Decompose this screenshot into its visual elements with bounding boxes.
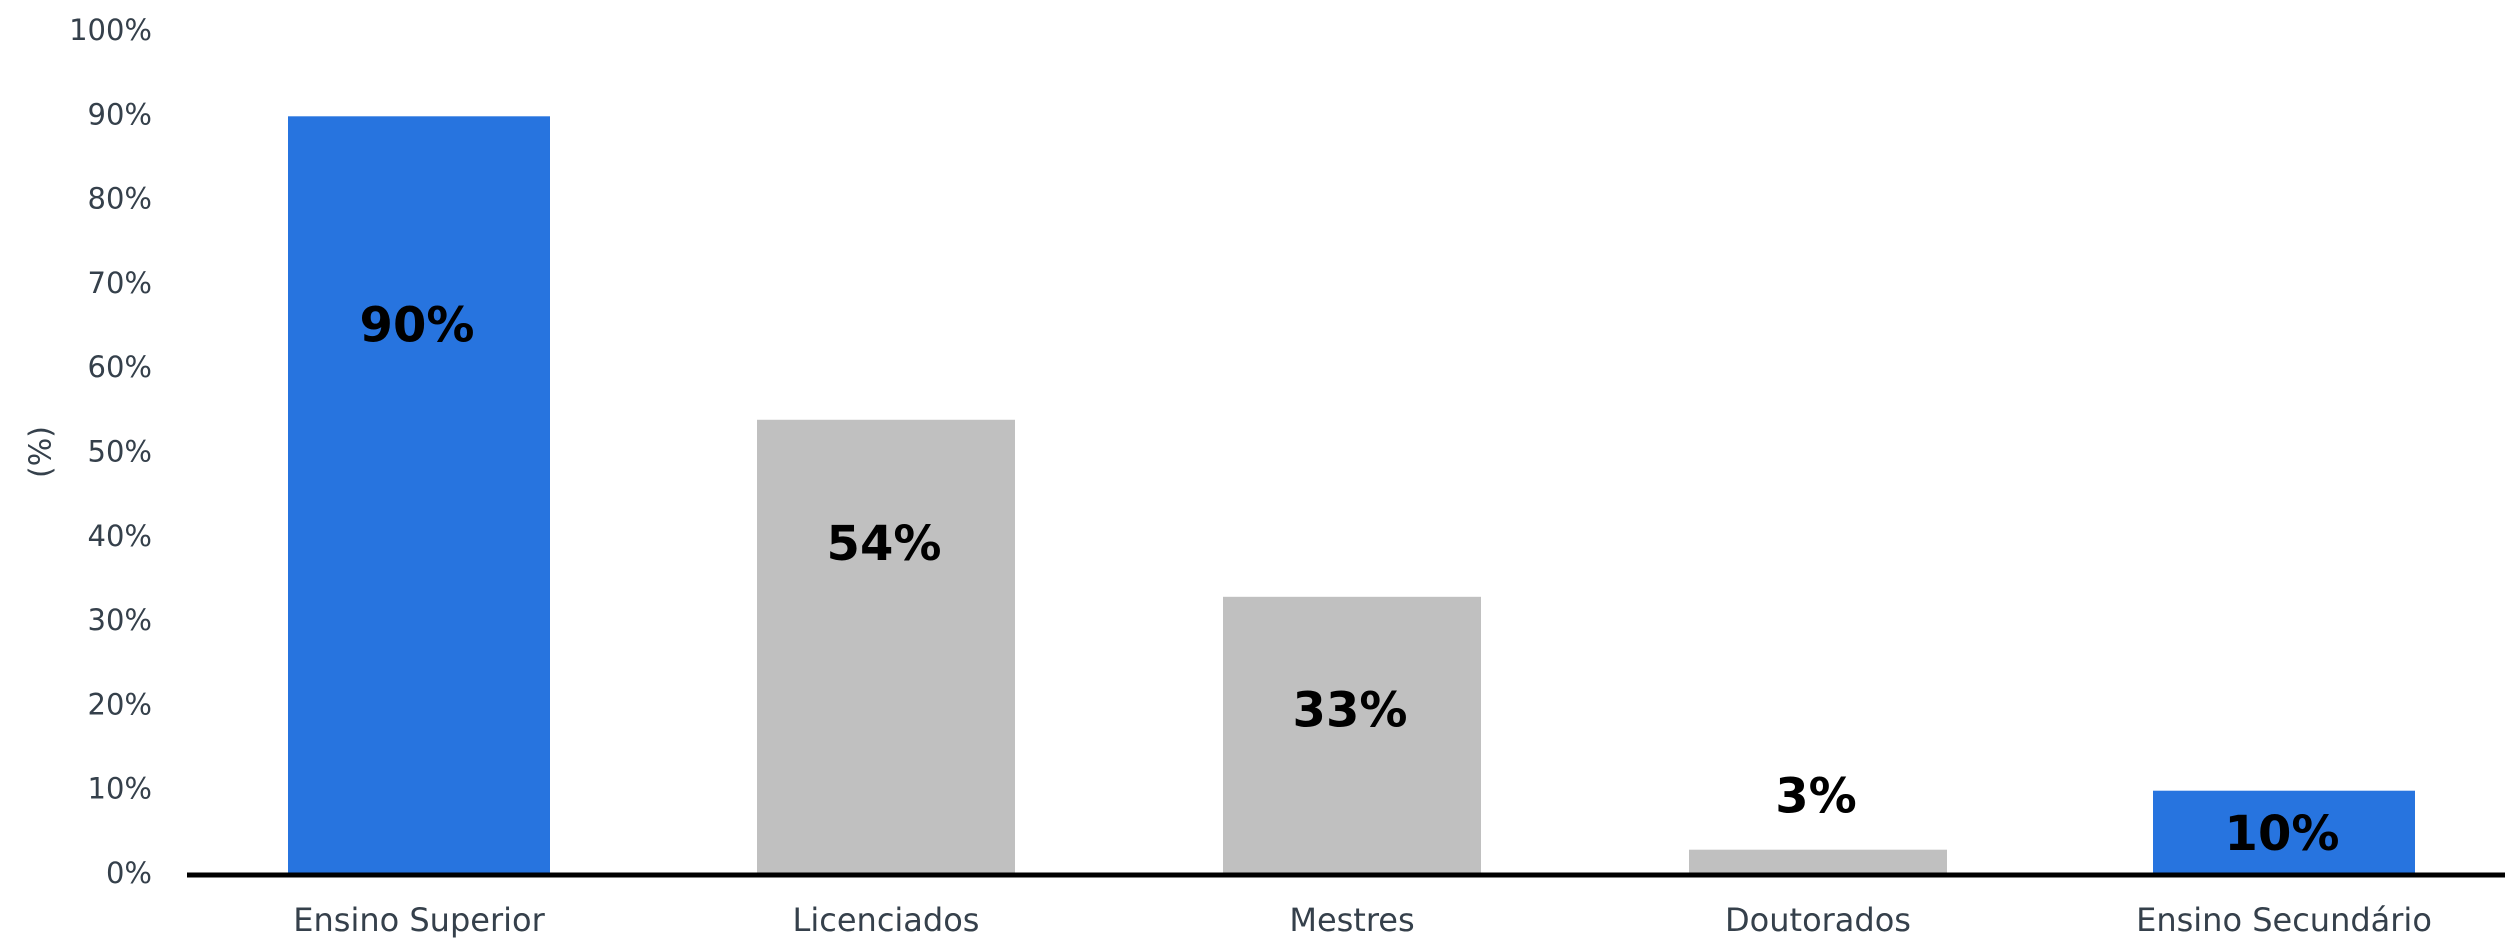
data-labels: 90% 54% 33% 3% 10% [360, 298, 2340, 862]
bar [1689, 849, 1947, 875]
x-category-label: Doutorados [1725, 901, 1911, 939]
y-tick-label: 40% [88, 519, 152, 553]
y-tick-label: 30% [88, 603, 152, 637]
bar-value-label: 90% [360, 298, 475, 354]
x-category-label: Mestres [1289, 901, 1414, 939]
bar [757, 419, 1015, 875]
y-tick-label: 100% [69, 13, 152, 47]
bar-value-label: 3% [1775, 769, 1857, 825]
x-category-label: Ensino Superior [293, 901, 545, 939]
bar-value-label: 10% [2225, 806, 2340, 862]
bar-value-label: 33% [1293, 683, 1408, 739]
y-tick-label: 60% [88, 350, 152, 384]
y-tick-label: 0% [106, 856, 152, 890]
y-axis-ticks: 0% 10% 20% 30% 40% 50% 60% 70% 80% 90% 100% [69, 13, 152, 890]
y-tick-label: 10% [88, 772, 152, 806]
y-axis-label: (%) [24, 426, 59, 478]
bar-value-label: 54% [827, 516, 942, 572]
y-tick-label: 20% [88, 687, 152, 721]
bar [2153, 790, 2415, 875]
bar [288, 116, 550, 876]
y-tick-label: 50% [88, 435, 152, 469]
y-tick-label: 70% [88, 266, 152, 300]
x-category-label: Ensino Secundário [2136, 901, 2432, 939]
x-axis-category-labels: Ensino Superior Licenciados Mestres Doutora… [293, 901, 2432, 939]
y-tick-label: 80% [88, 182, 152, 216]
x-category-label: Licenciados [793, 901, 980, 939]
bar [1223, 596, 1481, 875]
y-tick-label: 90% [88, 97, 152, 131]
bars [288, 116, 2415, 876]
